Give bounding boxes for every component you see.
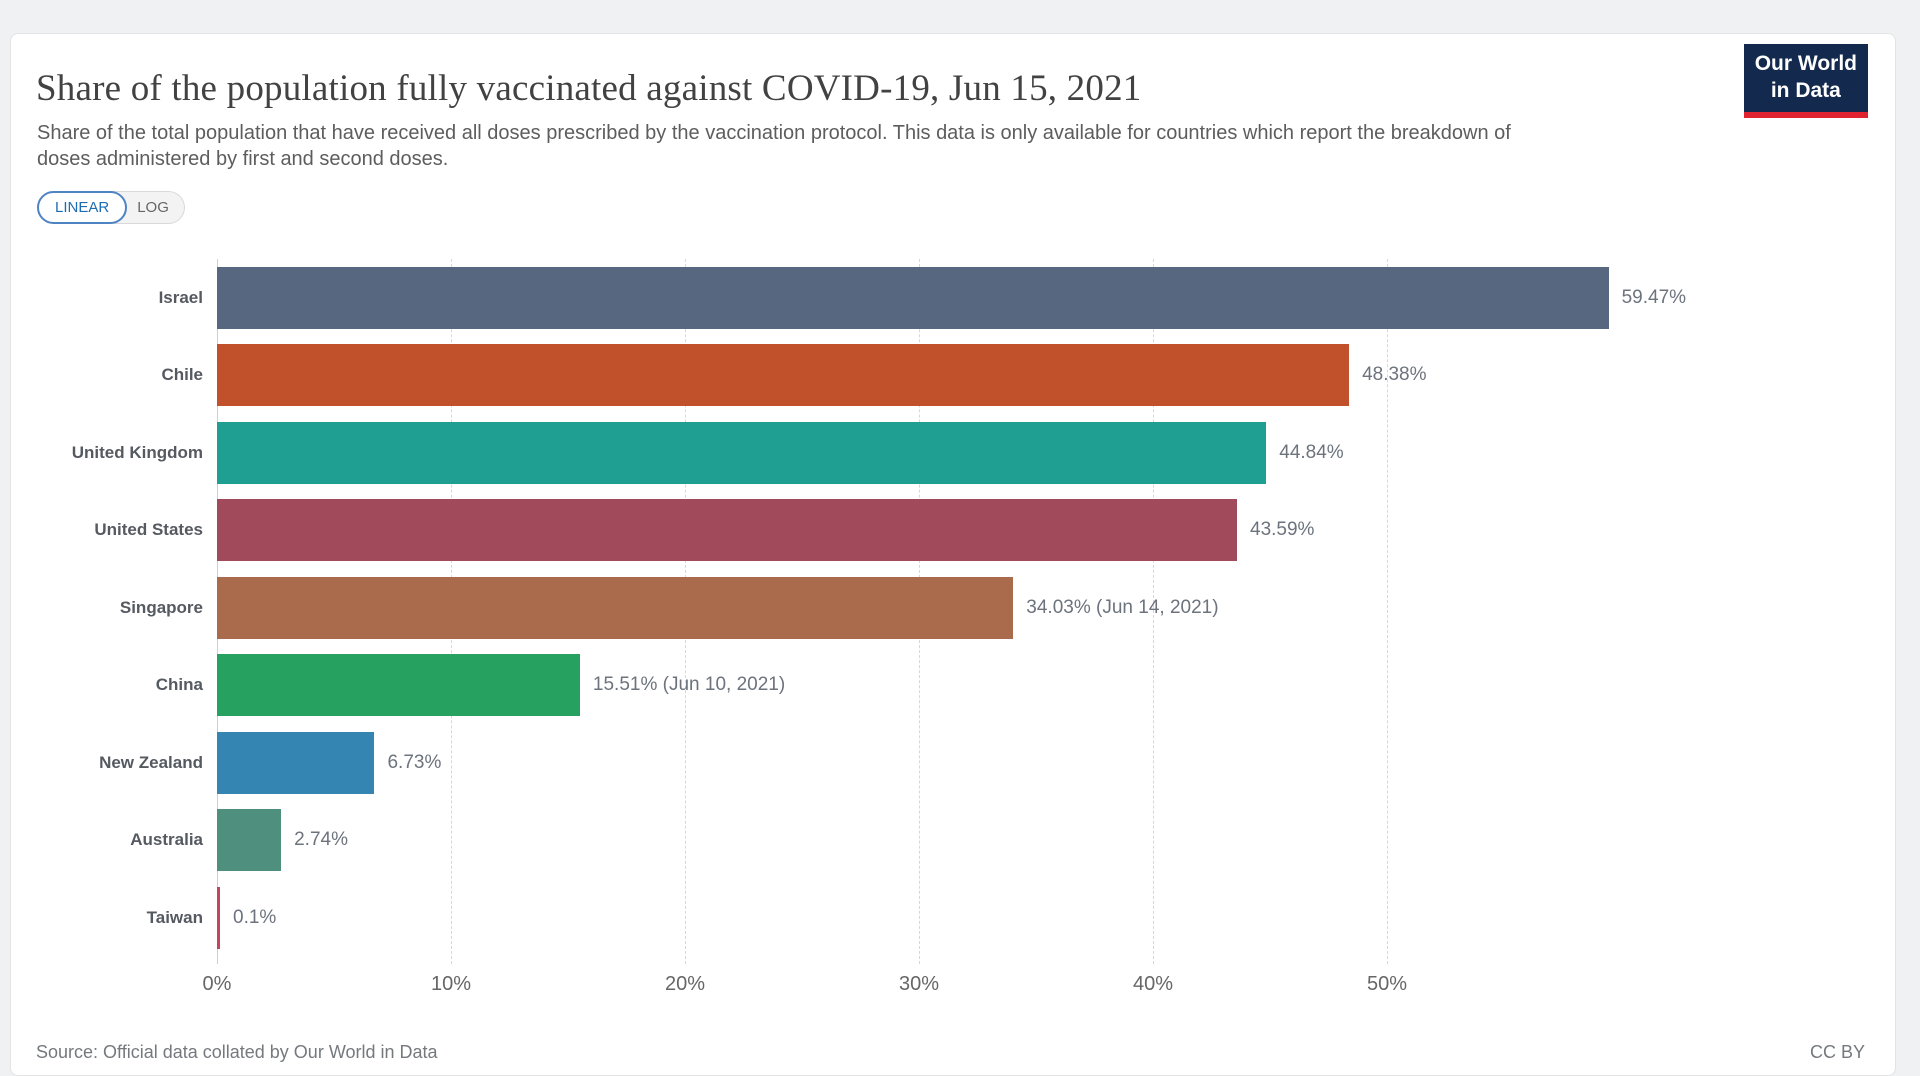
bar-row-taiwan: Taiwan 0.1% <box>11 879 1895 957</box>
value-label-china: 15.51% (Jun 10, 2021) <box>592 674 786 696</box>
plot-area: 0% 10% 20% 30% 40% 50% Israel 59.47% Chile 48.38%… <box>11 259 1895 1019</box>
x-tick-label-0%: 0% <box>202 973 232 995</box>
license-link[interactable]: CC BY <box>1809 1042 1865 1062</box>
bar-row-new-zealand: New Zealand 6.73% <box>11 724 1895 802</box>
gridline-40% <box>1153 259 1154 964</box>
scale-toggle: LINEAR LOG <box>37 191 185 224</box>
bar-united-kingdom[interactable] <box>217 421 1267 484</box>
bar-row-israel: Israel 59.47% <box>11 259 1895 337</box>
country-label-china: China <box>155 675 203 695</box>
bar-chile[interactable] <box>217 344 1350 406</box>
bar-row-singapore: Singapore 34.03% (Jun 14, 2021) <box>11 569 1895 647</box>
x-tick-label-40%: 40% <box>1132 973 1174 995</box>
x-tick-label-20%: 20% <box>664 973 706 995</box>
value-label-united-kingdom: 44.84% <box>1279 441 1344 463</box>
value-label-singapore: 34.03% (Jun 14, 2021) <box>1026 596 1219 618</box>
bar-row-australia: Australia 2.74% <box>11 802 1895 880</box>
value-label-chile: 48.38% <box>1362 364 1427 386</box>
country-label-australia: Australia <box>130 830 203 850</box>
x-tick-label-10%: 10% <box>430 973 472 995</box>
gridline-50% <box>1387 259 1388 964</box>
x-tick-label-50%: 50% <box>1366 973 1408 995</box>
bar-china[interactable] <box>217 654 580 716</box>
bar-united-states[interactable] <box>217 499 1237 561</box>
bar-taiwan[interactable] <box>217 886 220 949</box>
owid-logo[interactable]: Our World in Data <box>1743 44 1868 118</box>
country-label-chile: Chile <box>161 365 203 385</box>
x-tick-label-30%: 30% <box>898 973 940 995</box>
country-label-united-kingdom: United Kingdom <box>71 442 203 462</box>
bar-row-united-states: United States 43.59% <box>11 492 1895 570</box>
bar-new-zealand[interactable] <box>217 731 375 794</box>
value-label-israel: 59.47% <box>1621 286 1687 308</box>
chart-subtitle: Share of the total population that have … <box>37 122 1511 170</box>
bar-israel[interactable] <box>217 266 1609 329</box>
linear-scale-button[interactable]: LINEAR <box>37 191 128 224</box>
bar-australia[interactable] <box>217 809 282 871</box>
chart-panel: Share of the population fully vaccinated… <box>10 33 1896 1076</box>
owid-logo-line1: Our World <box>1754 52 1857 75</box>
chart-title: Share of the population fully vaccinated… <box>36 67 1142 109</box>
value-label-new-zealand: 6.73% <box>387 751 442 773</box>
bar-singapore[interactable] <box>217 576 1014 639</box>
value-label-taiwan: 0.1% <box>233 906 277 928</box>
owid-logo-line2: in Data <box>1770 78 1841 102</box>
country-label-united-states: United States <box>94 520 203 540</box>
value-label-united-states: 43.59% <box>1250 519 1315 541</box>
bar-row-china: China 15.51% (Jun 10, 2021) <box>11 647 1895 725</box>
bar-row-united-kingdom: United Kingdom 44.84% <box>11 414 1895 492</box>
bar-row-chile: Chile 48.38% <box>11 337 1895 415</box>
country-label-new-zealand: New Zealand <box>99 752 203 772</box>
country-label-singapore: Singapore <box>119 597 203 617</box>
country-label-taiwan: Taiwan <box>146 907 203 927</box>
country-label-israel: Israel <box>158 287 203 307</box>
value-label-australia: 2.74% <box>294 829 348 851</box>
source-note: Source: Official data collated by Our Wo… <box>36 1042 438 1062</box>
